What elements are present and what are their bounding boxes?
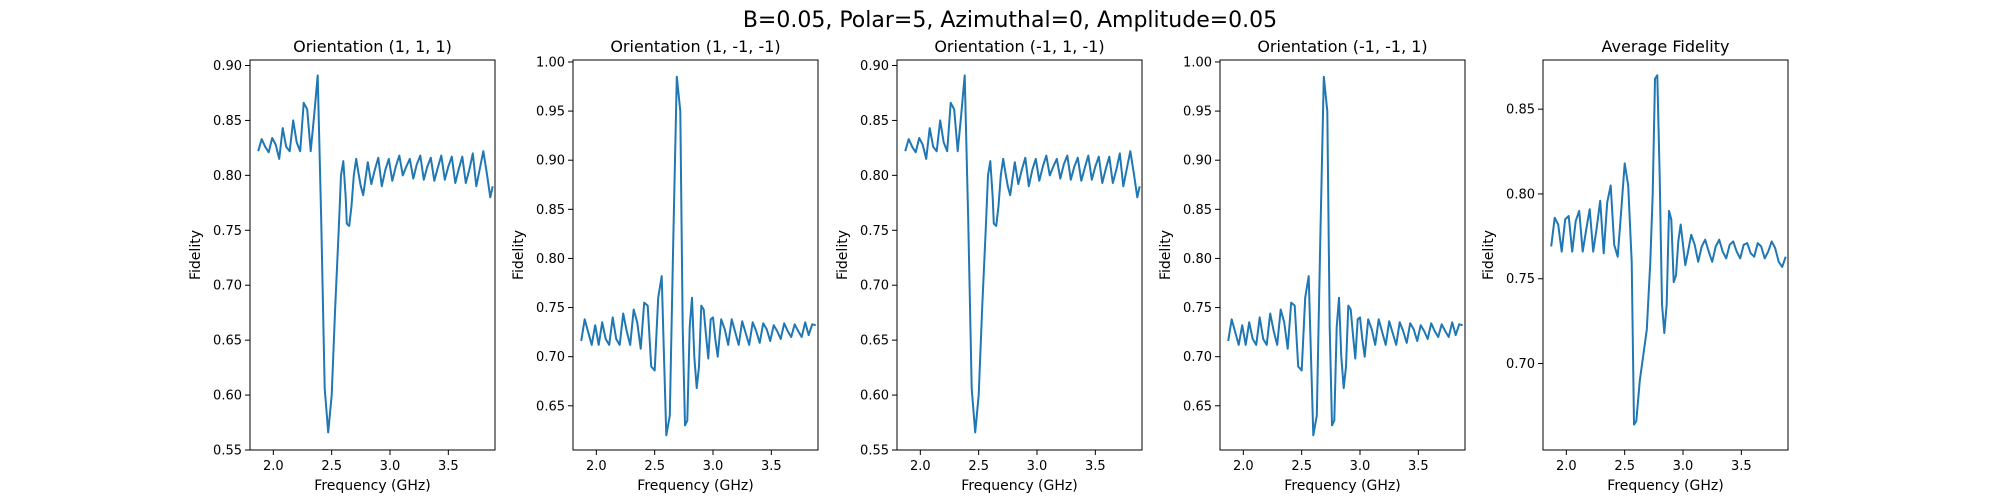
y-tick-label: 0.80	[213, 169, 242, 184]
y-tick-label: 0.75	[1506, 272, 1535, 287]
y-tick-label: 0.80	[1506, 187, 1535, 202]
x-tick-label: 2.0	[1233, 459, 1254, 474]
y-tick-label: 1.00	[1183, 55, 1212, 70]
x-axis-label: Frequency (GHz)	[314, 478, 430, 494]
panel-title: Orientation (1, -1, -1)	[610, 37, 780, 56]
chart-panel-4: 2.0 2.5 3.0 3.5 0.65 0.70 0.75 0.80 0.85 0.90 0.95…	[1158, 37, 1466, 494]
y-tick-label: 0.75	[536, 301, 565, 316]
y-tick-label: 0.85	[1506, 103, 1535, 118]
x-tick-label: 3.5	[1408, 459, 1429, 474]
x-tick-label: 2.5	[321, 459, 342, 474]
x-tick-label: 3.0	[703, 459, 724, 474]
series-line	[580, 75, 816, 437]
x-tick-label: 3.5	[761, 459, 782, 474]
y-tick-label: 0.65	[860, 334, 889, 349]
chart-panel-1: 2.0 2.5 3.0 3.5 0.55 0.60 0.65 0.70 0.75 0.80 0.85…	[188, 37, 496, 494]
y-tick-label: 0.70	[860, 279, 889, 294]
y-tick-label: 0.85	[536, 203, 565, 218]
y-axis-label: Fidelity	[1158, 230, 1174, 280]
x-tick-label: 3.5	[438, 459, 459, 474]
y-tick-label: 0.60	[860, 389, 889, 404]
subplot-grid: 2.0 2.5 3.0 3.5 0.55 0.60 0.65 0.70 0.75 0.80 0.85…	[188, 37, 1789, 494]
x-tick-label: 2.5	[968, 459, 989, 474]
y-tick-label: 0.80	[536, 252, 565, 267]
x-tick-label: 2.0	[1556, 459, 1577, 474]
y-tick-label: 0.65	[1183, 399, 1212, 414]
x-tick-label: 3.0	[1027, 459, 1048, 474]
y-tick-label: 0.90	[860, 59, 889, 74]
y-tick-label: 0.75	[1183, 301, 1212, 316]
x-tick-label: 2.0	[263, 459, 284, 474]
chart-panel-3: 2.0 2.5 3.0 3.5 0.55 0.60 0.65 0.70 0.75 0.80 0.85…	[835, 37, 1143, 494]
y-axis-label: Fidelity	[188, 230, 204, 280]
x-tick-label: 2.0	[910, 459, 931, 474]
y-tick-label: 0.70	[213, 279, 242, 294]
y-tick-label: 0.80	[860, 169, 889, 184]
y-tick-label: 0.70	[536, 350, 565, 365]
chart-panel-5: 2.0 2.5 3.0 3.5 0.70 0.75 0.80 0.85 Average Fide…	[1481, 37, 1789, 494]
x-tick-label: 3.5	[1085, 459, 1106, 474]
y-tick-label: 0.90	[213, 59, 242, 74]
y-tick-label: 0.85	[860, 114, 889, 129]
x-axis-label: Frequency (GHz)	[961, 478, 1077, 494]
y-tick-label: 0.90	[536, 154, 565, 169]
series-line	[904, 74, 1141, 434]
plot-frame	[1542, 59, 1789, 451]
panel-title: Average Fidelity	[1602, 37, 1730, 56]
x-tick-label: 3.0	[1350, 459, 1371, 474]
y-tick-label: 0.65	[213, 334, 242, 349]
series-line	[1550, 74, 1787, 426]
y-axis-label: Fidelity	[835, 230, 851, 280]
series-line	[257, 74, 494, 434]
y-tick-label: 0.95	[536, 105, 565, 120]
x-tick-label: 2.0	[586, 459, 607, 474]
figure-suptitle: B=0.05, Polar=5, Azimuthal=0, Amplitude=…	[743, 8, 1277, 33]
x-tick-label: 3.0	[380, 459, 401, 474]
y-tick-label: 0.90	[1183, 154, 1212, 169]
plot-frame	[896, 59, 1143, 451]
y-tick-label: 0.55	[860, 444, 889, 459]
y-tick-label: 0.80	[1183, 252, 1212, 267]
y-tick-label: 0.85	[1183, 203, 1212, 218]
panel-title: Orientation (-1, -1, 1)	[1257, 37, 1427, 56]
y-tick-label: 0.60	[213, 389, 242, 404]
chart-panel-2: 2.0 2.5 3.0 3.5 0.65 0.70 0.75 0.80 0.85 0.90 0.95…	[511, 37, 819, 494]
x-tick-label: 3.5	[1731, 459, 1752, 474]
y-tick-label: 0.65	[536, 399, 565, 414]
y-axis-label: Fidelity	[511, 230, 527, 280]
panel-title: Orientation (-1, 1, -1)	[934, 37, 1104, 56]
y-tick-label: 0.75	[860, 224, 889, 239]
series-line	[1227, 75, 1463, 437]
y-tick-label: 1.00	[536, 55, 565, 70]
panel-title: Orientation (1, 1, 1)	[293, 37, 452, 56]
x-tick-label: 2.5	[1291, 459, 1312, 474]
plot-frame	[1219, 59, 1466, 451]
x-axis-label: Frequency (GHz)	[1607, 478, 1723, 494]
plot-frame	[572, 59, 819, 451]
y-tick-label: 0.70	[1183, 350, 1212, 365]
x-tick-label: 3.0	[1673, 459, 1694, 474]
y-tick-label: 0.95	[1183, 105, 1212, 120]
y-tick-label: 0.75	[213, 224, 242, 239]
y-tick-label: 0.55	[213, 444, 242, 459]
y-tick-label: 0.70	[1506, 357, 1535, 372]
x-axis-label: Frequency (GHz)	[1284, 478, 1400, 494]
plot-frame	[249, 59, 496, 451]
y-tick-label: 0.85	[213, 114, 242, 129]
y-axis-label: Fidelity	[1481, 230, 1497, 280]
x-tick-label: 2.5	[644, 459, 665, 474]
x-tick-label: 2.5	[1614, 459, 1635, 474]
x-axis-label: Frequency (GHz)	[637, 478, 753, 494]
